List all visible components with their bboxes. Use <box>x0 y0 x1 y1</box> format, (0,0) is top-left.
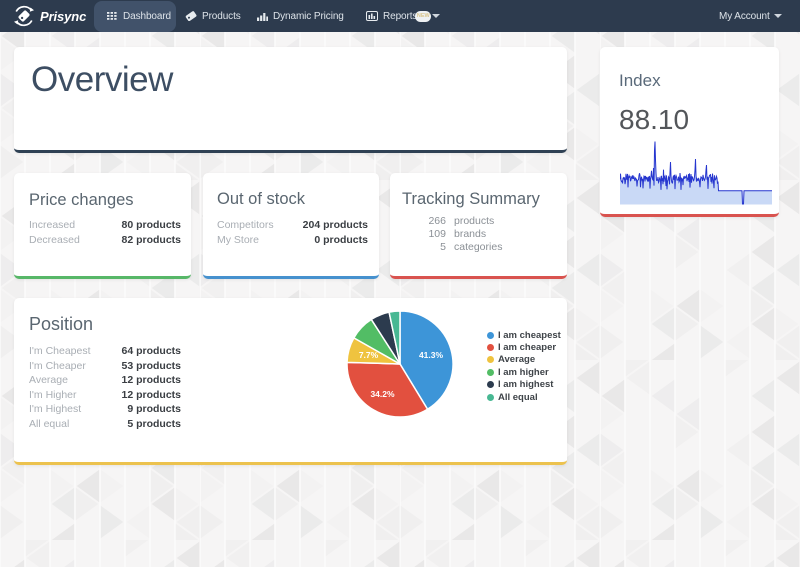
svg-text:41.3%: 41.3% <box>419 350 444 360</box>
svg-text:34.2%: 34.2% <box>370 389 395 399</box>
svg-text:7.7%: 7.7% <box>359 350 379 360</box>
